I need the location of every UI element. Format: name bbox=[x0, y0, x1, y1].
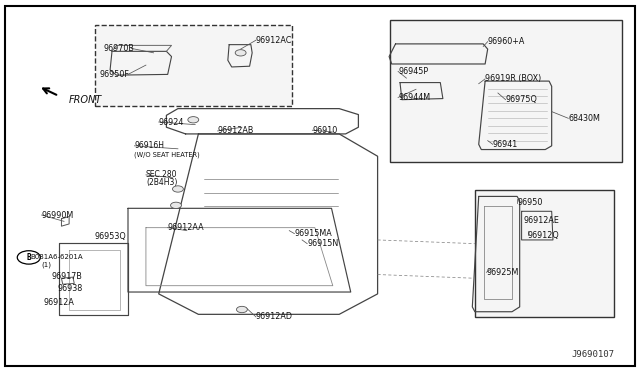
Bar bbox=[390, 20, 622, 162]
Text: 96953Q: 96953Q bbox=[95, 232, 127, 241]
Text: 96915N: 96915N bbox=[307, 239, 339, 248]
Text: SEC.280: SEC.280 bbox=[146, 170, 177, 179]
Text: 96950: 96950 bbox=[517, 198, 543, 207]
Text: B081A6-6201A: B081A6-6201A bbox=[31, 254, 83, 260]
Text: 96970B: 96970B bbox=[104, 44, 134, 53]
Text: 96912A: 96912A bbox=[44, 298, 74, 307]
Text: 96916H: 96916H bbox=[134, 141, 164, 150]
Text: 96945P: 96945P bbox=[398, 67, 428, 76]
Text: 96990M: 96990M bbox=[42, 211, 74, 219]
Text: 96912Q: 96912Q bbox=[528, 231, 560, 240]
Text: (1): (1) bbox=[42, 262, 52, 268]
Circle shape bbox=[236, 50, 246, 56]
Text: 96924: 96924 bbox=[159, 118, 184, 126]
Text: 96910: 96910 bbox=[312, 126, 337, 135]
Circle shape bbox=[237, 306, 248, 312]
Text: J9690107: J9690107 bbox=[572, 350, 614, 359]
Text: 96938: 96938 bbox=[58, 284, 83, 293]
Text: 96919R (BOX): 96919R (BOX) bbox=[485, 74, 541, 83]
Text: 96941: 96941 bbox=[493, 140, 518, 149]
Bar bbox=[95, 25, 292, 106]
Bar bbox=[475, 190, 614, 317]
Circle shape bbox=[173, 186, 184, 192]
Text: 96975Q: 96975Q bbox=[506, 95, 538, 104]
Circle shape bbox=[170, 202, 182, 208]
Text: 96912AD: 96912AD bbox=[256, 312, 293, 321]
Text: 96912AA: 96912AA bbox=[168, 223, 204, 232]
Text: 96917B: 96917B bbox=[51, 272, 82, 280]
Text: 96960+A: 96960+A bbox=[488, 37, 525, 46]
Text: 96925M: 96925M bbox=[486, 268, 519, 277]
Text: 96915MA: 96915MA bbox=[294, 229, 332, 238]
Text: 68430M: 68430M bbox=[568, 114, 600, 123]
Text: 96944M: 96944M bbox=[398, 93, 430, 102]
Text: 96912AC: 96912AC bbox=[256, 36, 292, 45]
Text: 96912AE: 96912AE bbox=[524, 216, 559, 225]
Circle shape bbox=[188, 116, 199, 123]
Text: B: B bbox=[26, 253, 31, 262]
Text: 96912AB: 96912AB bbox=[218, 126, 254, 135]
Text: FRONT: FRONT bbox=[69, 95, 102, 105]
Text: 96950F: 96950F bbox=[99, 70, 129, 79]
Text: (2B4H3): (2B4H3) bbox=[146, 178, 177, 187]
Text: (W/O SEAT HEATER): (W/O SEAT HEATER) bbox=[134, 151, 200, 158]
